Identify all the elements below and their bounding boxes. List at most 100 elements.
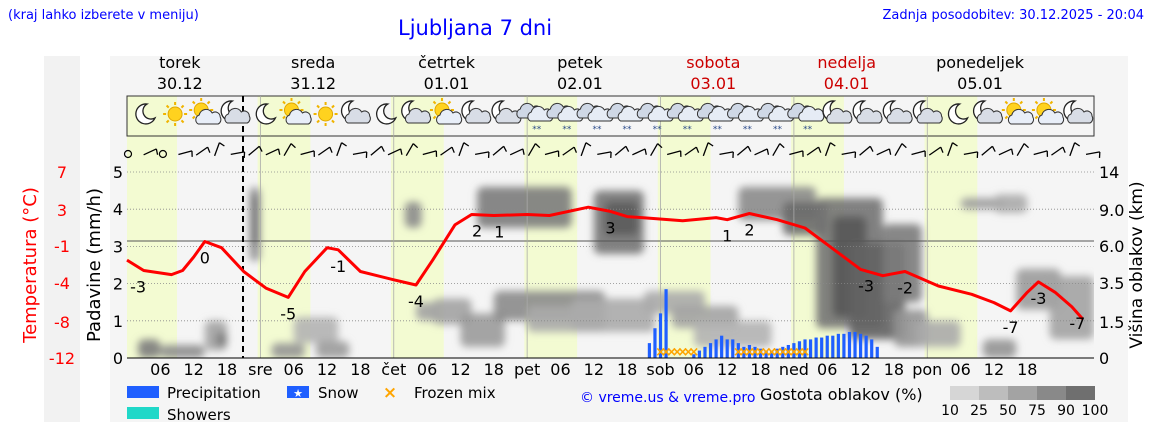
precipitation-bar [758,348,763,358]
cloud-blob [693,320,772,347]
day-date: 03.01 [690,74,736,93]
icon-row-background [126,95,1095,137]
frozen-mix-mark: × [772,345,783,360]
cloud-height-tick: 1.5 [1099,313,1124,332]
wind-barb [614,145,630,156]
precipitation-bar [875,346,879,358]
sun-cloud-icon [189,98,222,125]
frozen-mix-mark: × [777,345,788,360]
wind-barb [632,148,647,156]
axes: 73-1-4-8-12543210149.06.03.51.50Temperat… [20,163,1147,379]
density-scale-label: 75 [1028,403,1046,419]
wind-barb [317,146,333,156]
snow-icon: ** [546,102,584,135]
wind-barb [702,142,714,157]
precipitation-bar [664,289,668,358]
wind-barb [894,143,907,157]
precipitation-bar [770,350,774,358]
density-swatch [1066,386,1095,400]
x-tick: 12 [584,360,604,379]
page-title: Ljubljana 7 dni [398,16,553,40]
density-scale-label: 50 [999,403,1017,419]
frozen-mix-mark: × [683,345,694,360]
temperature-label: 2 [472,222,482,241]
temperature-tick: -8 [54,313,70,332]
precip-tick: 5 [113,163,123,182]
precipitation-bars: ××××××× ××××××××××××× [647,289,879,360]
x-tick: 12 [984,360,1004,379]
precip-tick: 1 [113,312,123,331]
precipitation-bar [764,350,768,358]
frozen-mix-mark: × [738,345,749,360]
frozen-mix-mark: × [666,345,677,360]
x-tick: 12 [717,360,737,379]
precipitation-bar [820,337,824,358]
temperature-tick: 3 [57,201,67,220]
location-hint[interactable]: (kraj lahko izberete v meniju) [8,8,199,23]
x-tick: 18 [617,360,637,379]
wind-barb [475,151,490,158]
cloud-blob [293,317,339,344]
wind-barb [1016,143,1030,157]
svg-text:**: ** [743,125,753,135]
snow-swatch [287,386,309,398]
precipitation-bar [703,346,707,358]
wind-barb [736,145,752,156]
frozen-mix-mark: × [672,345,683,360]
temperature-axis-label: Temperatura (°C) [20,187,41,344]
wind-barb [841,151,857,158]
wind-barb [387,148,403,156]
svg-text:**: ** [623,125,633,135]
temperature-label: -3 [130,277,146,296]
wind-barb [806,146,822,156]
precipitation-bar [692,354,696,358]
wind-barb [911,150,926,157]
precipitation-bar [858,333,863,358]
wind-barb [352,151,368,158]
precipitation-bar [647,343,652,358]
density-scale-label: 10 [941,403,959,419]
frozen-mix-mark: × [688,345,699,360]
wind-barb [684,146,700,156]
x-tick: 12 [184,360,204,379]
wind-barb [947,142,958,157]
cloud-blob [215,331,228,347]
legend-showers: Showers [167,406,231,424]
svg-text:**: ** [532,125,542,135]
x-tick: 06 [950,360,970,379]
precipitation-bar [742,346,746,358]
density-swatch [950,386,979,400]
cloud-night-icon [220,100,251,124]
precipitation-bar [653,328,657,358]
cloud-blob [404,201,422,228]
temperature-tick: -12 [49,349,75,368]
wind-barb [300,150,315,157]
wind-barb [265,148,281,156]
precipitation-bar [725,339,729,358]
svg-text:**: ** [713,125,723,135]
precipitation-bar [792,343,796,358]
precipitation-bar [747,344,752,358]
temperature-label: 3 [605,218,615,237]
frozen-mix-mark: × [783,345,794,360]
cloud-night-icon [340,100,371,124]
x-tick: 18 [750,360,770,379]
wind-barb [1051,146,1066,156]
daylight-band [127,96,178,358]
wind-barb [789,150,804,157]
temperature-tick: -4 [54,274,70,293]
x-tick: 12 [317,360,337,379]
frozen-mix-mark: × [766,345,777,360]
frozen-mix-mark: × [655,345,666,360]
cloud-axis-label: Višina oblakov (km) [1127,181,1147,348]
temperature-label: 2 [744,220,754,239]
wind-barb [666,150,682,157]
temperature-label: -7 [1003,318,1019,337]
svg-text:**: ** [773,125,783,135]
snow-icon: ** [727,102,765,135]
temperature-label: 1 [722,227,732,246]
x-tick: 06 [150,360,170,379]
cloud-blob [993,194,1028,213]
density-swatch [979,386,1008,400]
sun-cloud-icon [279,98,312,125]
